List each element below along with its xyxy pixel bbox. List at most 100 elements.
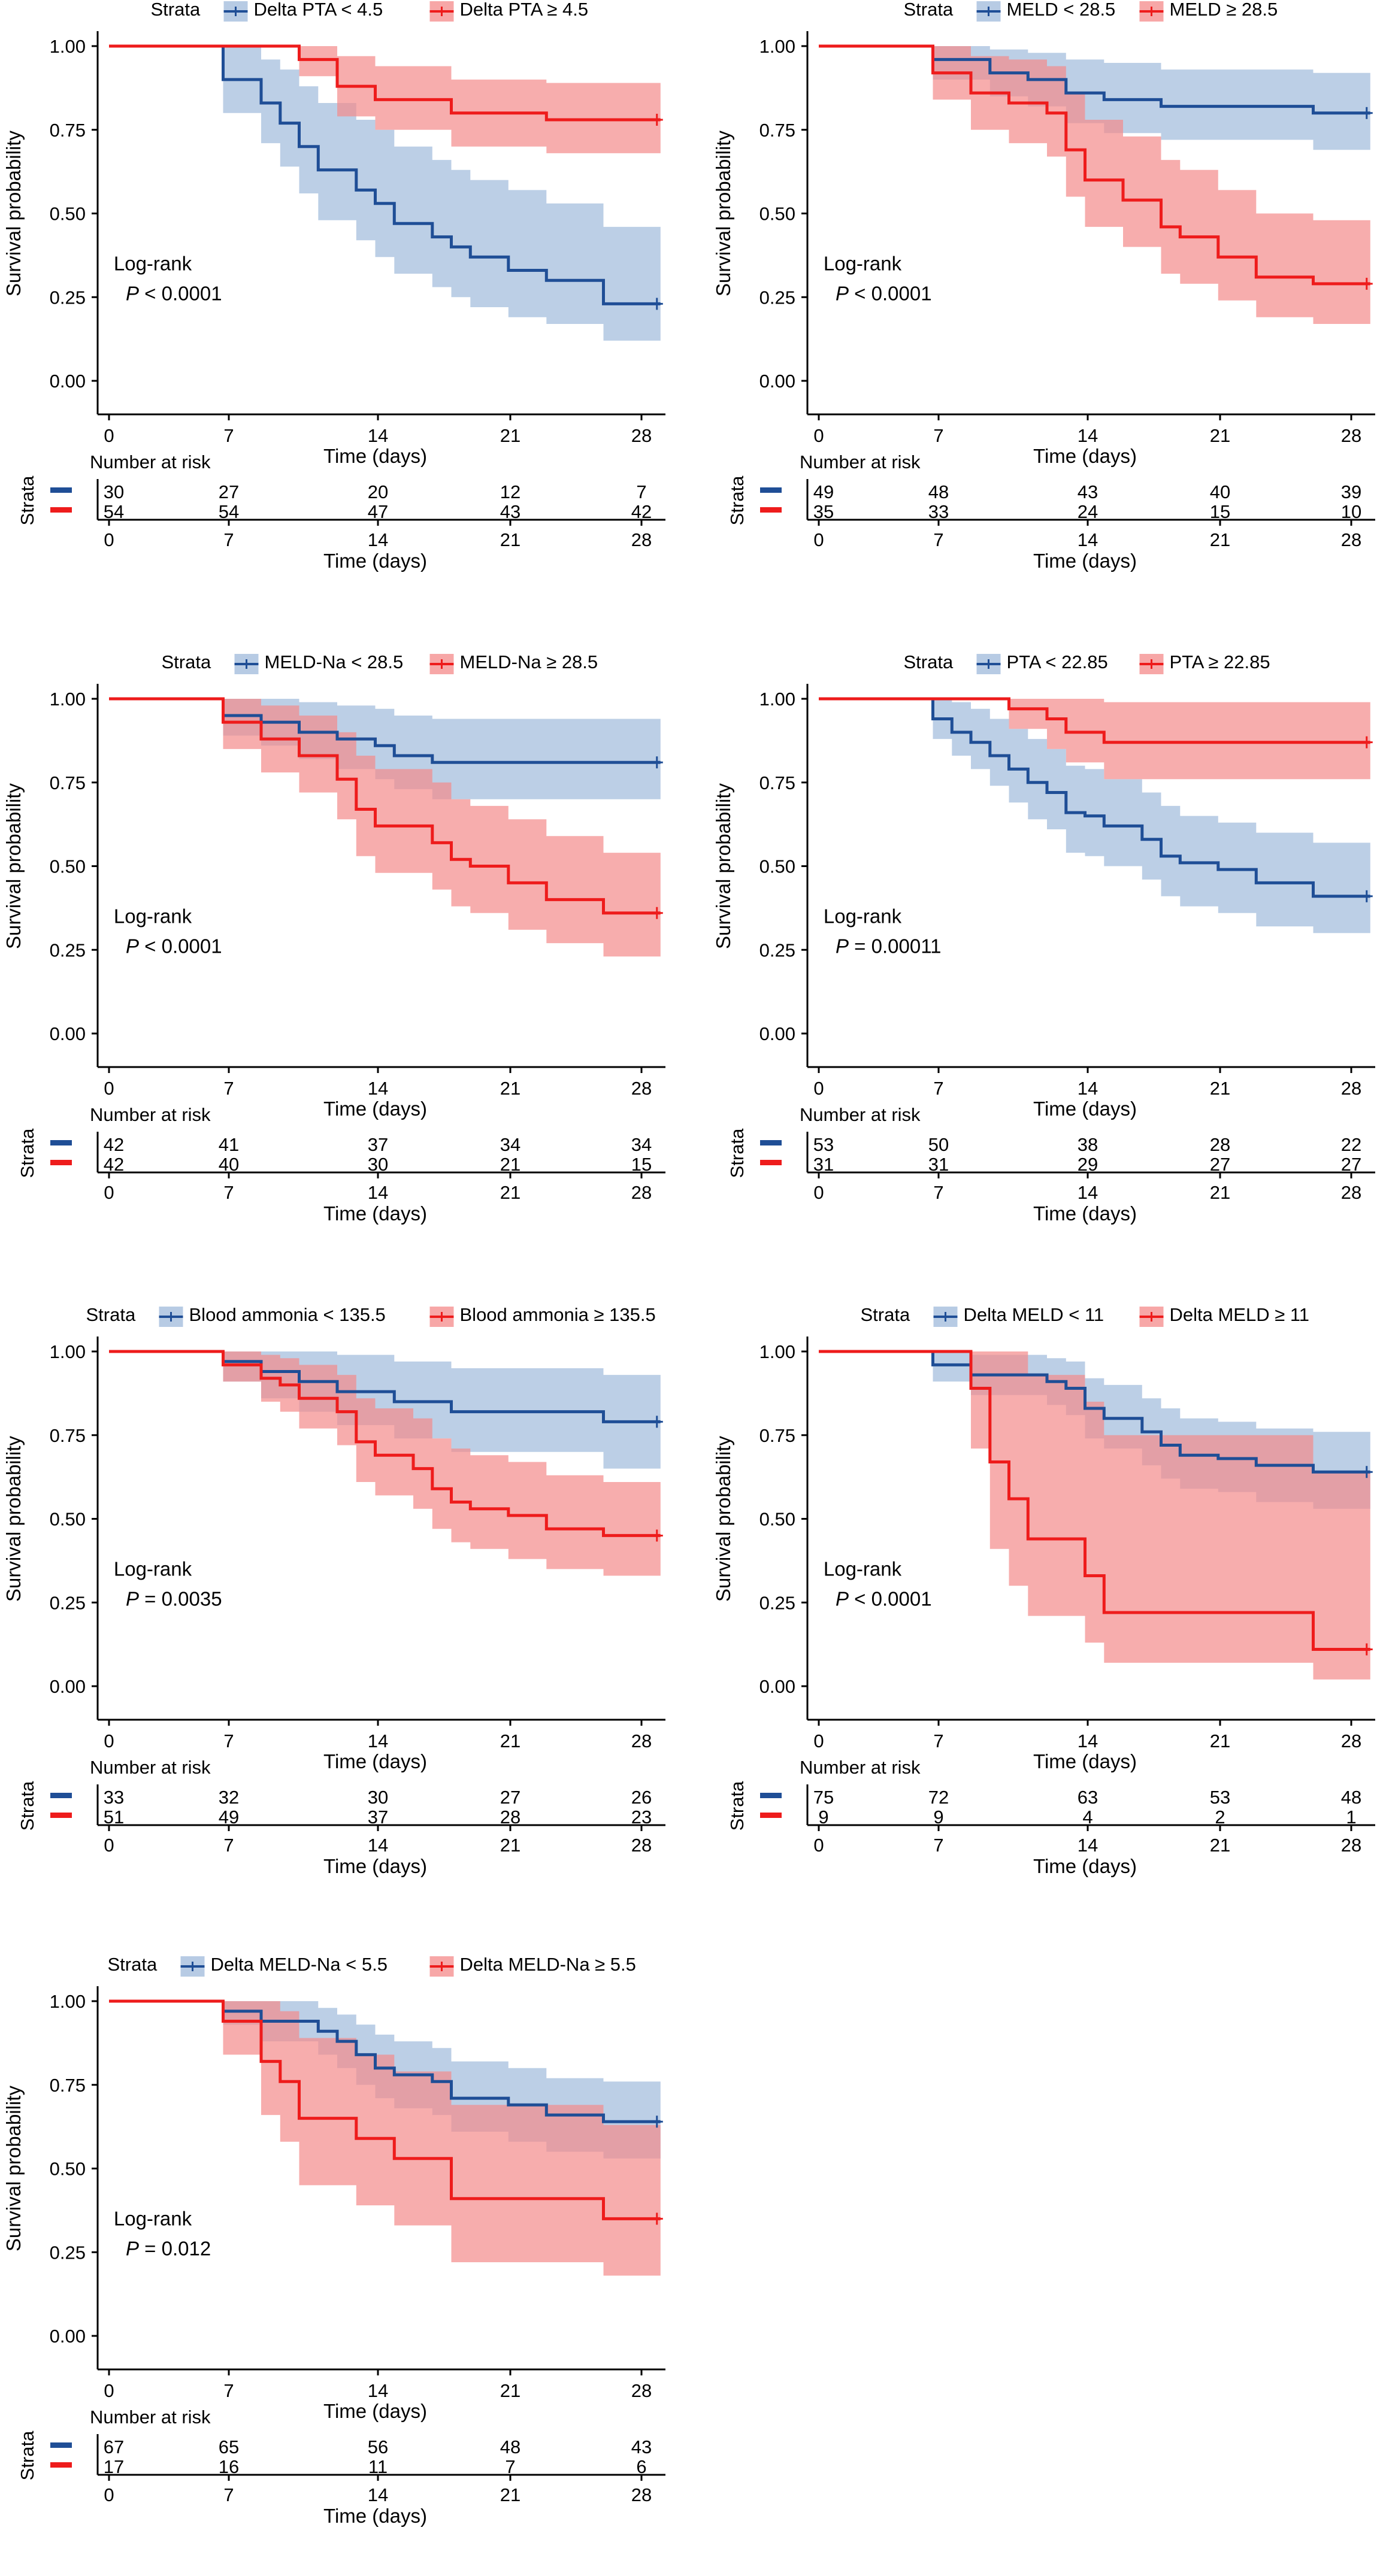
risk-count-high: 4	[1082, 1807, 1092, 1828]
risk-count-low: 32	[219, 1787, 239, 1808]
risk-count-high: 37	[368, 1807, 388, 1828]
legend-label-high: Delta PTA ≥ 4.5	[460, 0, 589, 20]
km-panel: Strata Delta MELD < 11 Delta MELD ≥ 11 0.00…	[712, 1304, 1375, 1877]
risk-x-tick-label: 0	[104, 1182, 114, 1203]
ci-band-low	[109, 46, 661, 341]
risk-table-title: Number at risk	[90, 2407, 211, 2427]
risk-x-axis-label: Time (days)	[323, 1202, 427, 1225]
legend-title: Strata	[904, 651, 954, 672]
y-tick-label: 0.00	[759, 371, 795, 392]
y-tick-label: 0.50	[50, 2159, 86, 2180]
x-tick-label: 14	[368, 2380, 388, 2401]
x-tick-label: 21	[500, 425, 520, 446]
km-panel: Strata Delta PTA < 4.5 Delta PTA ≥ 4.5 0.00…	[2, 0, 665, 572]
risk-x-axis-label: Time (days)	[323, 550, 427, 572]
risk-x-tick-label: 28	[1341, 1835, 1361, 1856]
risk-x-tick-label: 7	[223, 529, 234, 550]
axes: 0.00 0.25 0.50 0.75 1.00 0 7 14 21 28 Time (days) S…	[712, 31, 1375, 467]
risk-count-high: 35	[813, 501, 834, 522]
x-axis-label: Time (days)	[323, 2400, 427, 2422]
risk-count-low: 27	[219, 481, 239, 502]
y-tick-label: 0.75	[50, 2075, 86, 2096]
x-tick-label: 7	[223, 2380, 234, 2401]
x-axis-label: Time (days)	[323, 1750, 427, 1772]
y-tick-label: 0.25	[759, 287, 795, 308]
risk-count-high: 15	[1210, 501, 1230, 522]
x-tick-label: 21	[500, 1078, 520, 1099]
risk-count-high: 24	[1078, 501, 1098, 522]
y-tick-label: 0.25	[50, 287, 86, 308]
y-tick-label: 0.50	[759, 856, 795, 877]
axes: 0.00 0.25 0.50 0.75 1.00 0 7 14 21 28 Time (days) S…	[2, 684, 665, 1120]
risk-count-high: 47	[368, 501, 388, 522]
axes: 0.00 0.25 0.50 0.75 1.00 0 7 14 21 28 Time (days) S…	[2, 1986, 665, 2422]
x-tick-label: 28	[631, 1078, 652, 1099]
risk-count-high: 54	[104, 501, 124, 522]
x-axis-label: Time (days)	[1033, 1750, 1137, 1772]
legend-title: Strata	[861, 1304, 910, 1325]
risk-axis-label: Strata	[727, 1781, 748, 1831]
y-tick-label: 0.50	[759, 204, 795, 225]
risk-x-tick-label: 7	[933, 1182, 943, 1203]
risk-count-high: 17	[104, 2456, 124, 2477]
y-tick-label: 0.00	[759, 1676, 795, 1697]
risk-key-low	[50, 1793, 72, 1798]
legend-title: Strata	[108, 1954, 158, 1975]
risk-count-low: 56	[368, 2436, 388, 2457]
logrank-annotation: Log-rank P = 0.012	[114, 2208, 211, 2260]
risk-count-high: 21	[500, 1154, 520, 1175]
ci-band-high	[819, 46, 1370, 324]
survival-line-high	[109, 1350, 661, 1537]
y-tick-label: 0.75	[50, 1425, 86, 1446]
risk-count-high: 23	[631, 1807, 652, 1828]
risk-axis-label: Strata	[17, 2430, 38, 2480]
x-tick-label: 21	[1210, 1078, 1230, 1099]
risk-x-tick-label: 14	[368, 529, 388, 550]
x-tick-label: 14	[1078, 1078, 1098, 1099]
risk-key-high	[760, 1160, 782, 1165]
risk-x-tick-label: 14	[1078, 1182, 1098, 1203]
risk-count-high: 7	[505, 2456, 515, 2477]
km-panel: Strata MELD-Na < 28.5 MELD-Na ≥ 28.50.000.…	[2, 651, 665, 1225]
x-tick-label: 7	[223, 1731, 234, 1751]
x-tick-label: 14	[1078, 425, 1098, 446]
y-tick-label: 0.00	[50, 1676, 86, 1697]
risk-key-high	[50, 1160, 72, 1165]
y-tick-label: 0.25	[759, 940, 795, 960]
axes: 0.00 0.25 0.50 0.75 1.00 0 7 14 21 28 Time (days) S…	[712, 684, 1375, 1120]
y-tick-label: 0.75	[50, 772, 86, 793]
x-tick-label: 14	[368, 425, 388, 446]
legend-label-low: Delta MELD < 11	[964, 1304, 1104, 1325]
ci-band-high	[819, 1351, 1370, 1680]
risk-count-low: 53	[813, 1134, 834, 1155]
y-tick-label: 0.75	[759, 772, 795, 793]
logrank-label: Log-rank	[114, 2208, 192, 2230]
y-tick-label: 1.00	[759, 1341, 795, 1362]
risk-x-tick-label: 21	[1210, 1182, 1230, 1203]
p-value: P < 0.0001	[126, 935, 222, 957]
y-axis-label: Survival probability	[2, 131, 25, 296]
risk-key-low	[760, 1140, 782, 1145]
risk-count-low: 20	[368, 481, 388, 502]
risk-count-high: 6	[636, 2456, 646, 2477]
risk-table: Number at risk Strata 67 65 56 48 43 17 16 11 7 6 0 7…	[17, 2407, 665, 2527]
risk-count-low: 63	[1078, 1787, 1098, 1808]
risk-x-tick-label: 21	[500, 2484, 520, 2505]
p-value: P < 0.0001	[126, 283, 222, 305]
legend-label-low: Delta MELD-Na < 5.5	[211, 1954, 388, 1975]
risk-key-low	[760, 1793, 782, 1798]
risk-count-high: 16	[219, 2456, 239, 2477]
risk-count-low: 75	[813, 1787, 834, 1808]
legend-label-high: PTA ≥ 22.85	[1170, 651, 1270, 672]
logrank-label: Log-rank	[824, 1558, 902, 1580]
logrank-label: Log-rank	[114, 905, 192, 928]
legend-label-low: MELD < 28.5	[1007, 0, 1116, 20]
risk-axis-label: Strata	[17, 475, 38, 525]
legend: Strata Blood ammonia < 135.5 Blood ammonia…	[86, 1304, 656, 1327]
risk-table-title: Number at risk	[800, 451, 921, 472]
y-tick-label: 1.00	[50, 1991, 86, 2012]
risk-count-low: 48	[500, 2436, 520, 2457]
risk-table-title: Number at risk	[90, 1104, 211, 1125]
risk-x-tick-label: 14	[1078, 529, 1098, 550]
